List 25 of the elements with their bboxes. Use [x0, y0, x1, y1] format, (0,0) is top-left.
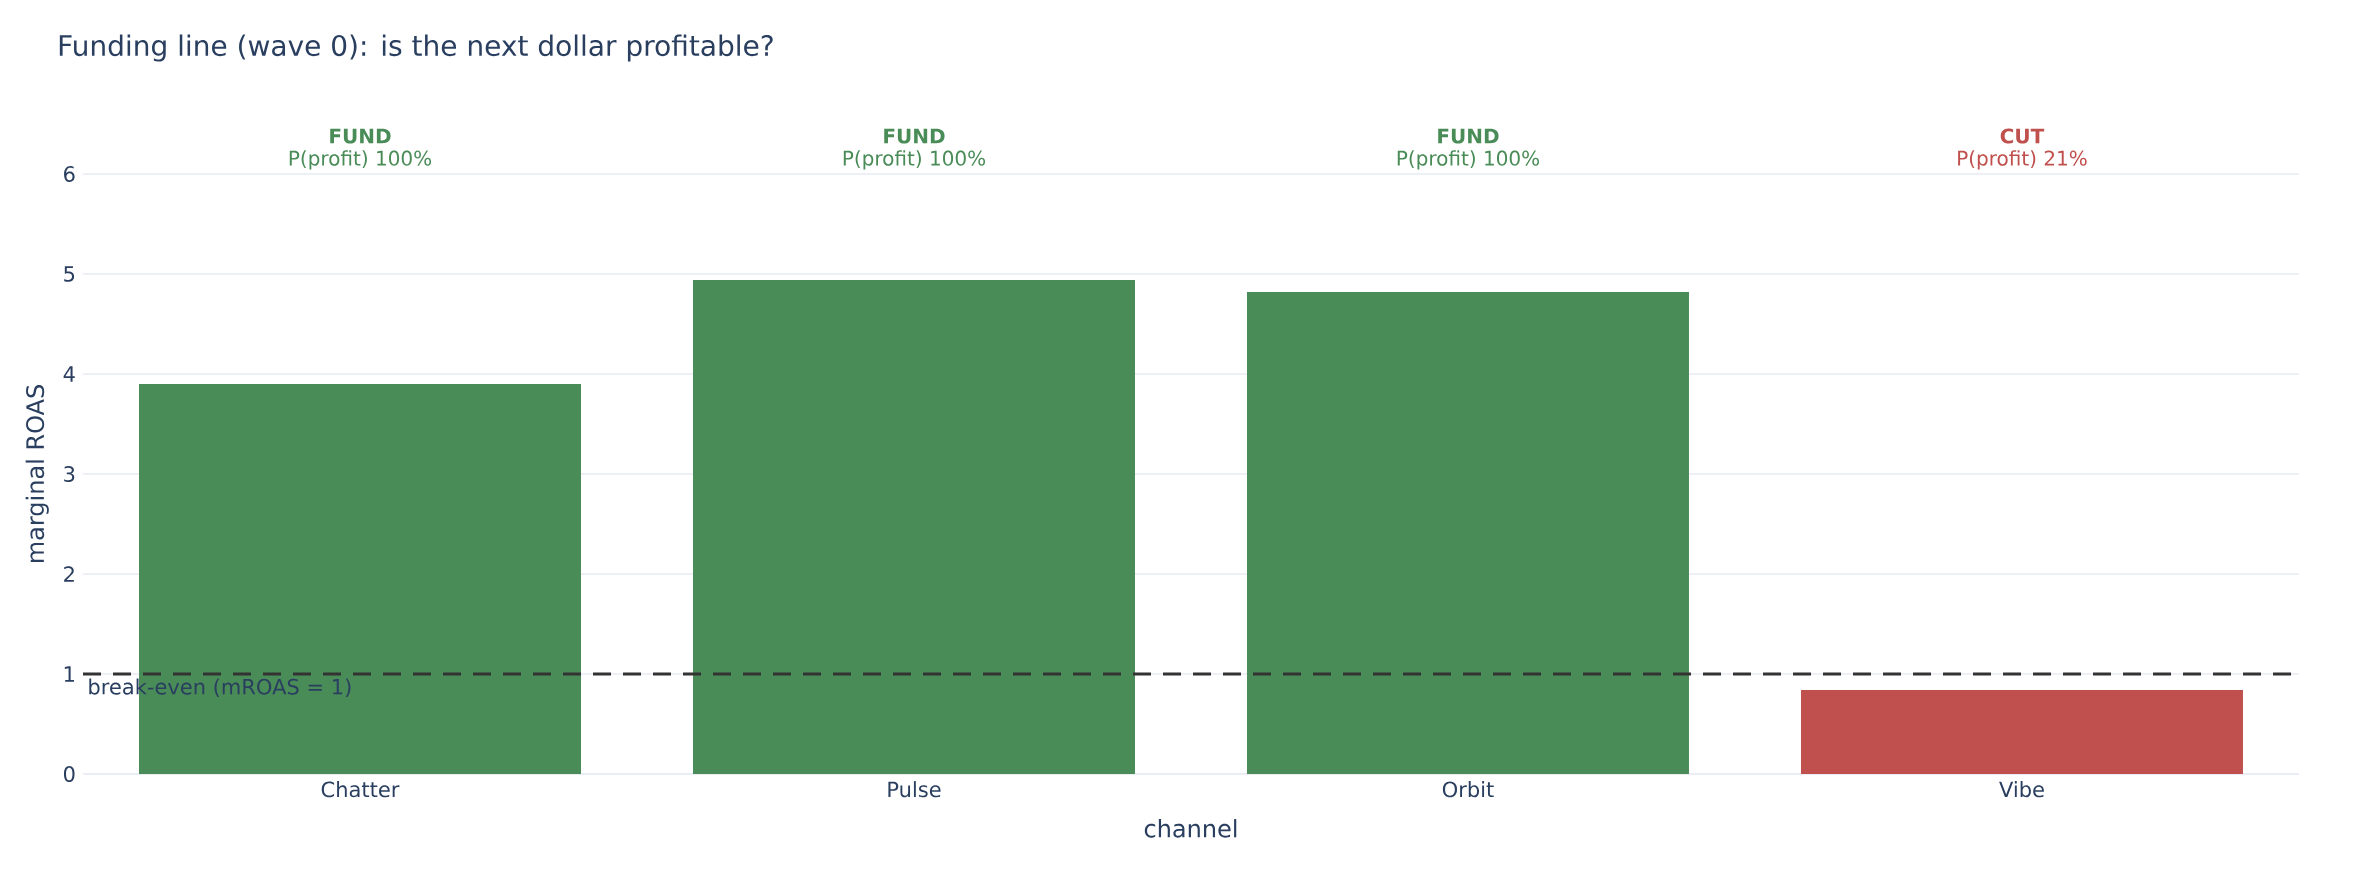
text: FUND: [884, 128, 945, 144]
text: P(profit) 100%: [843, 150, 986, 170]
bar: [692, 280, 1135, 774]
y-axis-title: marginal ROAS: [25, 385, 49, 563]
text: CUT: [2000, 128, 2045, 144]
bar: [1800, 690, 2243, 774]
y-tick-label: 2: [64, 566, 74, 582]
text: P(profit) 21%: [1958, 150, 2087, 170]
text: FUND: [330, 128, 391, 144]
text: P(profit) 100%: [1397, 150, 1540, 170]
x-axis-title: channel: [1144, 819, 1237, 838]
y-tick-label: 3: [64, 466, 75, 482]
y-tick-label: 1: [64, 666, 74, 682]
x-tick-label: Chatter: [321, 781, 400, 798]
y-tick-label: 5: [64, 266, 75, 282]
text: P(profit) 100%: [289, 150, 432, 170]
y-tick-label: 4: [63, 366, 75, 382]
bar: [1246, 292, 1689, 774]
chart-title: Funding line (wave 0): is the next dollar profitable?: [59, 34, 773, 62]
x-tick-label: Vibe: [1999, 781, 2044, 798]
y-tick-label: 0: [63, 766, 75, 782]
x-tick-label: Orbit: [1442, 781, 1494, 798]
text: FUND: [1438, 128, 1499, 144]
y-tick-label: 6: [64, 166, 75, 182]
x-tick-label: Pulse: [888, 781, 941, 798]
